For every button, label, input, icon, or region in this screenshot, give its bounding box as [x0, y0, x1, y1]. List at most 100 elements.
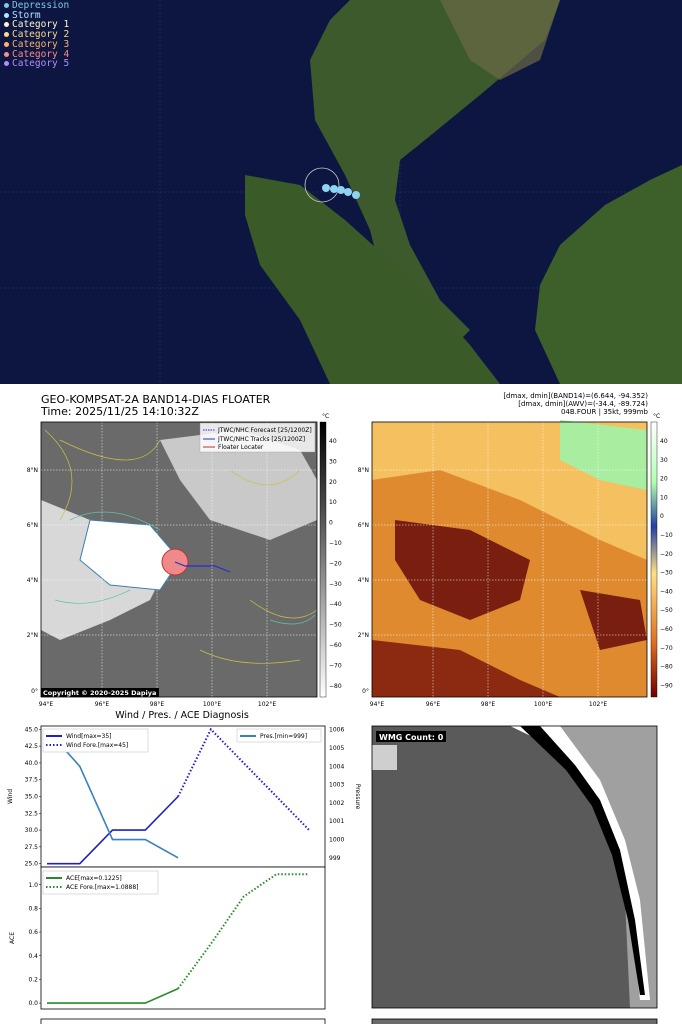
- satellite-map: [0, 0, 682, 384]
- legend-dot-icon: [4, 12, 9, 18]
- legend-label: Category 4: [12, 48, 70, 60]
- ace-ytick: 0.8: [28, 905, 38, 912]
- pres-ytick: 1004: [329, 763, 344, 770]
- legend-dot-icon: [4, 3, 9, 8]
- lon-tick-label: 96°E: [95, 701, 110, 708]
- lat-tick-label: 6°N: [358, 522, 369, 529]
- sumatra-land: [245, 175, 500, 384]
- lon-tick-label: 102°E: [258, 701, 276, 708]
- legend-label: Category 3: [12, 38, 70, 50]
- colorbar-left-tick: −80: [329, 683, 342, 690]
- lon-tick-label: 102°E: [589, 701, 607, 708]
- lat-tick-label: 0°: [31, 688, 38, 695]
- legend-item: Category 4: [4, 48, 70, 60]
- pres-ytick: 1001: [329, 818, 344, 825]
- lower-panel-right: [371, 1018, 658, 1024]
- legend-item: Category 3: [4, 38, 70, 50]
- colorbar-right-tick: 30: [660, 457, 668, 464]
- map-legend: Depression Storm Category 1 Category 2 Categ…: [4, 1, 69, 69]
- legend-label: Category 2: [12, 29, 70, 41]
- legend-label: Depression: [12, 0, 70, 11]
- lon-tick-label: 100°E: [203, 701, 221, 708]
- colorbar-right: [650, 421, 658, 698]
- series-line: [177, 873, 310, 990]
- awv-panel: °C: [371, 413, 660, 698]
- pres-ytick: 1006: [329, 727, 344, 734]
- colorbar-right-tick: −50: [660, 607, 673, 614]
- wind-ytick: 45.0: [25, 726, 39, 733]
- legend-dot-icon: [4, 32, 9, 38]
- diag-storm: 04B.FOUR | 35kt, 999mb: [560, 408, 648, 416]
- lower-panel-left: [40, 1018, 326, 1024]
- map-axis-ticks: 94°E 94°E 96°E 96°E 98°E 98°E 100°E 100°E 102°E 1…: [27, 438, 673, 708]
- lon-tick-label: 96°E: [426, 701, 441, 708]
- ace-ytick: 0.0: [28, 1000, 38, 1007]
- legend-item: Category 2: [4, 30, 69, 40]
- colorbar-left-tick: −70: [329, 662, 342, 669]
- diagnosis-title: Wind / Pres. / ACE Diagnosis: [115, 710, 249, 721]
- colorbar-right-tick: −20: [660, 551, 673, 558]
- colorbar-right-tick: −70: [660, 645, 673, 652]
- legend-dot-icon: [4, 41, 9, 47]
- series-line: [47, 987, 179, 1004]
- series-line: [177, 727, 310, 831]
- wind-legend-label: Wind[max=35]: [66, 733, 112, 740]
- legend-label: Category 1: [12, 19, 70, 31]
- colorbar-left-unit: °C: [322, 413, 329, 420]
- colorbar-right-tick: −60: [660, 626, 673, 633]
- lon-tick-label: 94°E: [370, 701, 385, 708]
- colorbar-right-tick: −30: [660, 570, 673, 577]
- legend-item: Storm: [4, 9, 69, 21]
- colorbar-left-tick: −30: [329, 581, 342, 588]
- colorbar-right-tick: 20: [660, 476, 668, 483]
- wind-ytick: 35.0: [25, 794, 39, 801]
- colorbar-right-tick: 0: [660, 513, 664, 520]
- ace-ytick: 0.4: [28, 953, 38, 960]
- legend-item: Depression: [4, 1, 69, 11]
- pres-legend-box: [236, 728, 322, 743]
- pres-ytick: 1000: [329, 837, 344, 844]
- wind-ytick: 37.5: [25, 777, 39, 784]
- ace-legend-box: [42, 870, 159, 895]
- wmg-count: WMG Count: 0: [379, 733, 444, 742]
- lat-tick-label: 2°N: [358, 632, 369, 639]
- peninsula-land: [310, 0, 560, 345]
- ace-ytick: 1.0: [28, 882, 38, 889]
- lon-tick-label: 100°E: [534, 701, 552, 708]
- wind-legend-box: [42, 728, 149, 753]
- lat-tick-label: 8°N: [27, 467, 38, 474]
- diag-band14: [dmax, dmin](BAND14)=(6.644, -94.352): [503, 392, 648, 400]
- ace-legend-label: ACE[max=0.1225]: [66, 875, 122, 882]
- series-line: [47, 795, 179, 865]
- legend-label: Storm: [12, 9, 41, 21]
- colorbar-left-tick: 20: [329, 479, 337, 486]
- colorbar-right-unit: °C: [653, 413, 660, 420]
- legend-item: Category 1: [4, 20, 69, 30]
- figure-title: GEO-KOMPSAT-2A BAND14-DIAS FLOATER: [41, 393, 271, 406]
- ir-legend-forecast: JTWC/NHC Forecast [25/1200Z]: [217, 427, 312, 434]
- wind-ylabel: Wind: [7, 789, 14, 804]
- wind-legend-label: Wind Fore.[max=45]: [66, 742, 128, 749]
- pres-ylabel: Pressure: [354, 784, 361, 810]
- colorbar-right-tick: −10: [660, 532, 673, 539]
- wmg-panel: WMG Count: 0: [371, 725, 658, 1009]
- ir-legend-floater: Floater Locater: [218, 444, 264, 451]
- figure-titles: GEO-KOMPSAT-2A BAND14-DIAS FLOATER Time:…: [41, 394, 270, 418]
- copyright: Copyright © 2020-2025 Dapiya: [43, 689, 156, 697]
- pres-legend-label: Pres.[min=999]: [260, 733, 307, 740]
- storm-track: [322, 184, 360, 199]
- colorbar-right-tick: 10: [660, 494, 668, 501]
- wind-ytick: 30.0: [25, 827, 39, 834]
- colorbar-right-tick: −90: [660, 682, 673, 689]
- ace-ytick: 0.6: [28, 929, 38, 936]
- wind-ytick: 27.5: [25, 844, 39, 851]
- diagnostics-text: [dmax, dmin](BAND14)=(6.644, -94.352) [d…: [503, 392, 648, 416]
- ace-ytick: 0.2: [28, 976, 38, 983]
- ace-chart: 0.0 0.2 0.4 0.6 0.8 1.0 ACE ACE[max=0.1225] ACE …: [9, 866, 326, 1010]
- legend-item: Category 5: [4, 59, 69, 69]
- borneo-land: [535, 165, 682, 384]
- colorbar-left-tick: −40: [329, 601, 342, 608]
- lat-tick-label: 8°N: [358, 467, 369, 474]
- legend-dot-icon: [4, 61, 9, 67]
- lat-tick-label: 4°N: [27, 577, 38, 584]
